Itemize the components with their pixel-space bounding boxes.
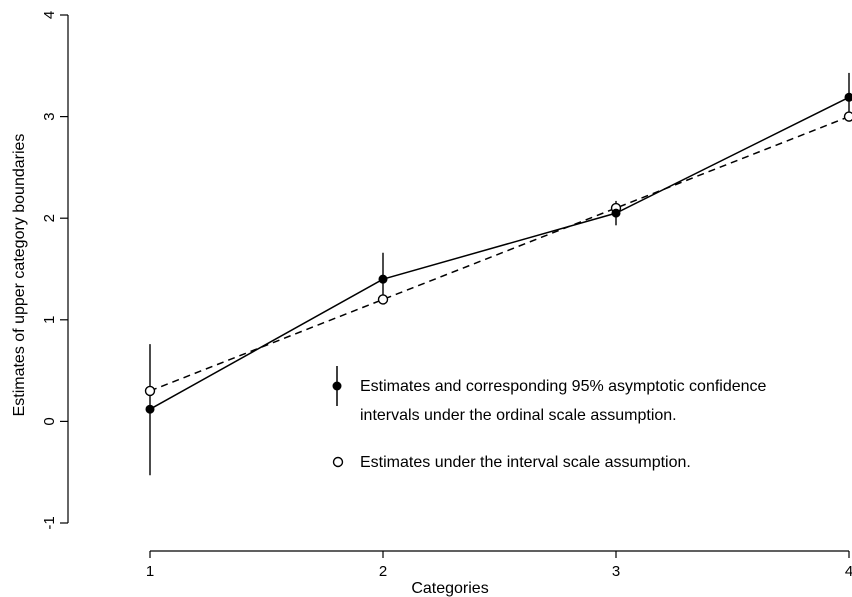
y-tick-label: 1	[41, 316, 58, 324]
x-tick-label: 3	[612, 563, 620, 580]
legend-label-ordinal-line2: intervals under the ordinal scale assump…	[360, 407, 677, 424]
interval-series-line	[149, 115, 850, 392]
ordinal-point	[145, 404, 155, 414]
interval-point	[377, 294, 389, 305]
x-tick-label: 1	[146, 563, 154, 580]
x-axis-title: Categories	[411, 580, 488, 597]
x-tick-label: 2	[379, 563, 387, 580]
y-axis: -1 0 1 2 3 4	[41, 11, 69, 530]
interval-point	[144, 385, 156, 397]
legend-open-marker	[332, 456, 344, 468]
y-tick-label: 3	[41, 112, 58, 120]
y-tick-label: 2	[41, 214, 58, 222]
data-points	[144, 92, 852, 414]
y-axis-title: Estimates of upper category boundaries	[11, 134, 28, 417]
ordinal-point	[844, 92, 852, 102]
ordinal-point	[378, 274, 388, 284]
legend-label-ordinal-line1: Estimates and corresponding 95% asymptot…	[360, 378, 767, 395]
legend-label-interval: Estimates under the interval scale assum…	[360, 454, 691, 471]
y-tick-label: 4	[41, 11, 58, 19]
y-tick-label: -1	[41, 516, 58, 529]
ordinal-series-line	[149, 96, 850, 410]
legend-filled-marker	[332, 381, 342, 391]
interval-point	[843, 111, 852, 122]
legend: Estimates and corresponding 95% asymptot…	[332, 366, 767, 471]
ordinal-point	[611, 208, 621, 218]
series-lines	[149, 96, 850, 410]
x-tick-label: 4	[845, 563, 852, 580]
y-tick-label: 0	[41, 417, 58, 425]
x-axis: 1 2 3 4	[146, 550, 852, 580]
